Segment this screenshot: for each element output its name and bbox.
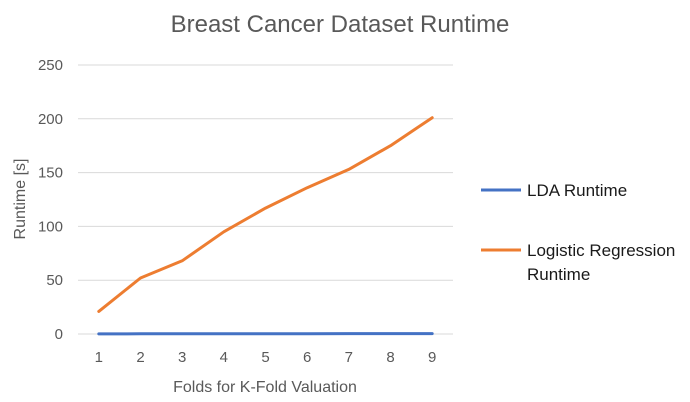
legend: LDA Runtime Logistic Regression Runtime: [481, 181, 675, 284]
legend-label: Runtime: [527, 265, 590, 284]
chart-title: Breast Cancer Dataset Runtime: [171, 11, 510, 38]
x-tick-label: 6: [303, 349, 311, 366]
x-tick-label: 8: [386, 349, 394, 366]
legend-label: Logistic Regression: [527, 241, 675, 260]
legend-label: LDA Runtime: [527, 181, 627, 200]
gridlines: [78, 64, 453, 335]
x-tick-label: 2: [136, 349, 144, 366]
y-axis-ticks: 0 50 100 150 200 250: [38, 57, 63, 343]
x-axis-ticks: 1 2 3 4 5 6 7 8 9: [95, 349, 437, 366]
y-tick-label: 200: [38, 111, 63, 128]
x-tick-label: 9: [428, 349, 436, 366]
x-axis-label: Folds for K-Fold Valuation: [173, 379, 357, 396]
y-tick-label: 150: [38, 165, 63, 182]
y-tick-label: 50: [46, 272, 63, 289]
x-tick-label: 1: [95, 349, 103, 366]
x-tick-label: 7: [345, 349, 353, 366]
y-tick-label: 250: [38, 57, 63, 74]
series-lines: [97, 116, 434, 336]
x-tick-label: 5: [261, 349, 269, 366]
y-tick-label: 100: [38, 218, 63, 235]
x-tick-label: 3: [178, 349, 186, 366]
y-tick-label: 0: [55, 326, 63, 343]
series-line-logistic-regression: [97, 116, 434, 313]
y-axis-label: Runtime [s]: [12, 159, 29, 240]
x-tick-label: 4: [220, 349, 228, 366]
